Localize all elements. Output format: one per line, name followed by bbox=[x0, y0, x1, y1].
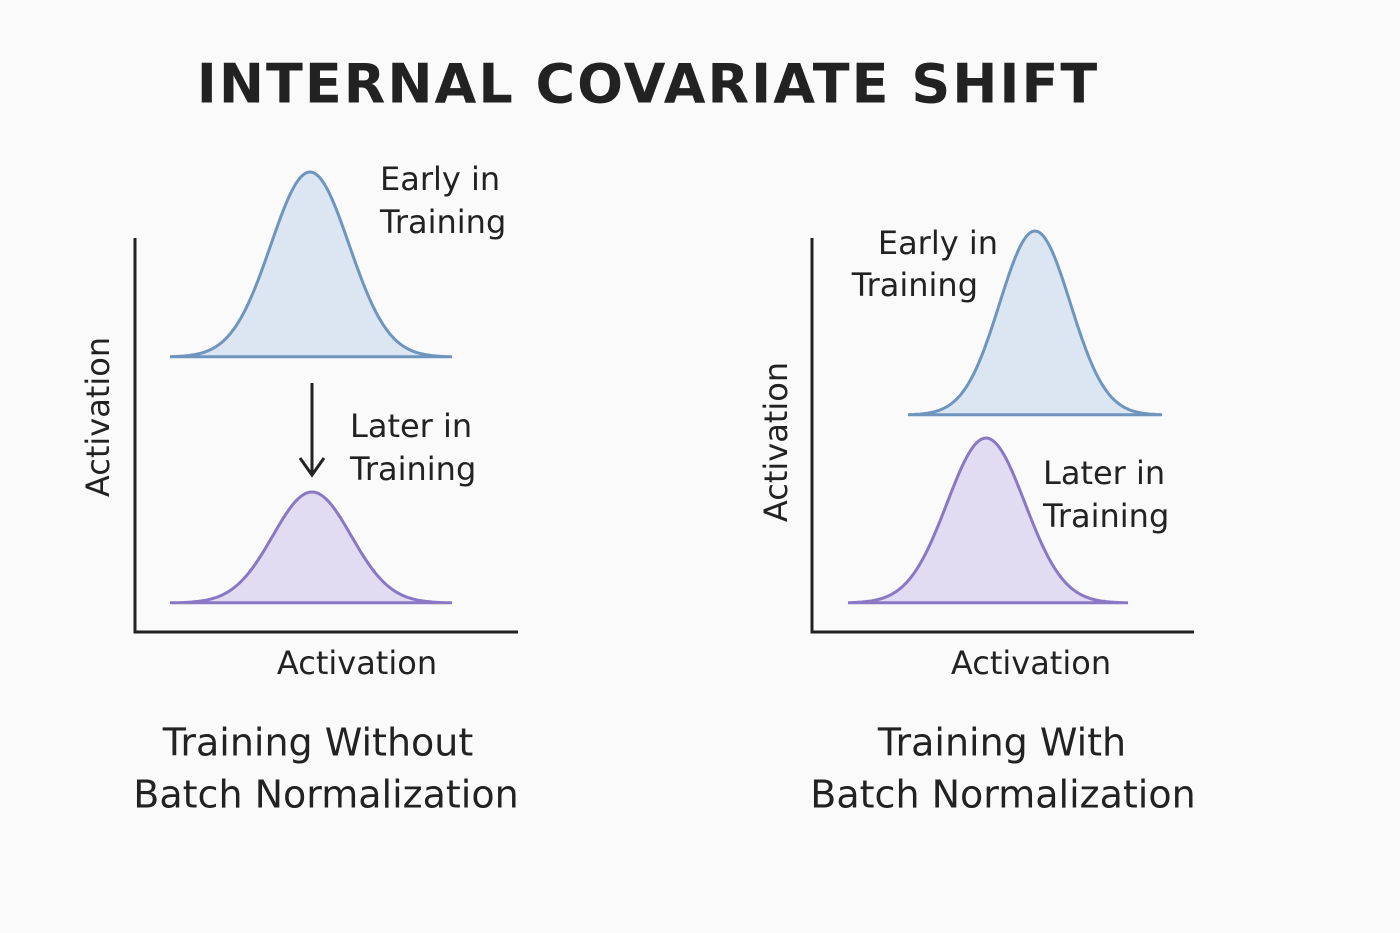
caption: Batch Normalization bbox=[133, 773, 518, 817]
curve-label: Training bbox=[1042, 497, 1169, 535]
curve-early bbox=[169, 170, 452, 359]
arrow-head bbox=[298, 457, 326, 478]
y-axis-label: Activation bbox=[79, 337, 117, 497]
curve-later bbox=[170, 490, 452, 605]
axes bbox=[810, 238, 1194, 634]
curve-label: Early in bbox=[380, 160, 500, 198]
curve-early bbox=[907, 229, 1163, 417]
caption: Training With bbox=[877, 721, 1126, 765]
x-axis-label: Activation bbox=[951, 644, 1111, 682]
x-axis-label: Activation bbox=[277, 644, 437, 682]
panel-with-bn: Early in Training Later in Training Acti… bbox=[757, 224, 1196, 817]
caption: Batch Normalization bbox=[810, 773, 1195, 817]
curve-label: Training bbox=[379, 203, 506, 241]
axes bbox=[133, 238, 518, 634]
curve-label: Training bbox=[349, 450, 476, 488]
y-axis-label: Activation bbox=[757, 362, 795, 522]
curve-later bbox=[847, 436, 1129, 605]
curve-label: Early in bbox=[878, 224, 998, 262]
curve-label: Later in bbox=[350, 407, 472, 445]
panel-without-bn: Early in Training Later in Training Acti… bbox=[79, 160, 519, 817]
title: INTERNAL COVARIATE SHIFT bbox=[197, 53, 1099, 116]
caption: Training Without bbox=[162, 721, 474, 765]
curve-label: Later in bbox=[1043, 454, 1165, 492]
curve-label: Training bbox=[851, 266, 978, 304]
